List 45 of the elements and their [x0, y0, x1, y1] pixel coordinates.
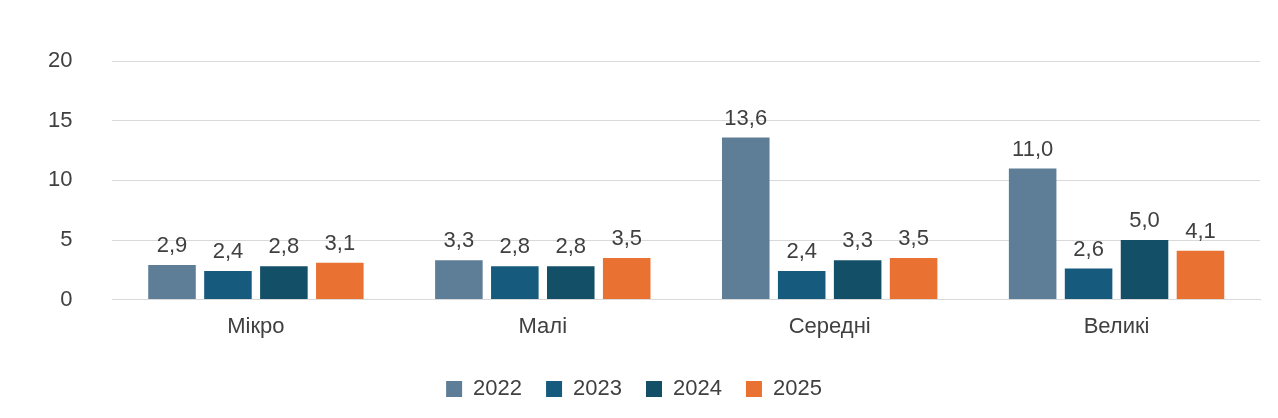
data-label: 4,1 [1185, 217, 1216, 243]
y-tick-label: 5 [60, 226, 73, 252]
legend-label: 2025 [772, 375, 822, 401]
bar [260, 266, 308, 300]
bar [1176, 250, 1225, 300]
bar [1008, 168, 1057, 300]
x-tick-label: Мікро [227, 312, 285, 338]
bar [546, 266, 595, 300]
data-label: 3,5 [611, 224, 642, 250]
legend-label: 2022 [473, 375, 523, 401]
data-label: 2,8 [499, 233, 531, 259]
bar [721, 137, 770, 300]
data-label: 5,0 [1129, 207, 1160, 233]
bar [777, 270, 826, 300]
data-label: 3,1 [324, 229, 356, 255]
data-label: 3,3 [443, 227, 475, 253]
data-label: 2,8 [268, 233, 300, 259]
data-label: 13,6 [724, 104, 768, 130]
bar [148, 265, 196, 300]
y-tick-label: 20 [47, 47, 73, 73]
data-label: 3,3 [842, 227, 873, 253]
data-label: 11,0 [1012, 135, 1054, 161]
data-label: 2,9 [156, 232, 188, 258]
data-label: 3,5 [898, 224, 929, 250]
x-tick-label: Великі [1083, 312, 1150, 338]
y-tick-label: 0 [60, 285, 73, 311]
legend-label: 2024 [673, 375, 722, 401]
bar [889, 257, 938, 300]
bar [204, 270, 252, 300]
legend-label: 2023 [573, 375, 623, 401]
bar [1120, 240, 1169, 300]
bar [833, 260, 882, 300]
y-tick-label: 15 [47, 106, 73, 132]
x-tick-label: Малі [518, 312, 568, 338]
bar [435, 260, 483, 300]
bar [316, 262, 364, 300]
bar [491, 266, 539, 300]
data-label: 2,4 [786, 238, 817, 264]
data-label: 2,6 [1073, 235, 1104, 261]
bar [602, 257, 651, 300]
bar [1064, 268, 1113, 300]
data-label: 2,4 [212, 238, 244, 264]
x-tick-label: Середні [788, 312, 871, 338]
data-label: 2,8 [555, 233, 587, 259]
y-tick-label: 10 [47, 166, 73, 192]
